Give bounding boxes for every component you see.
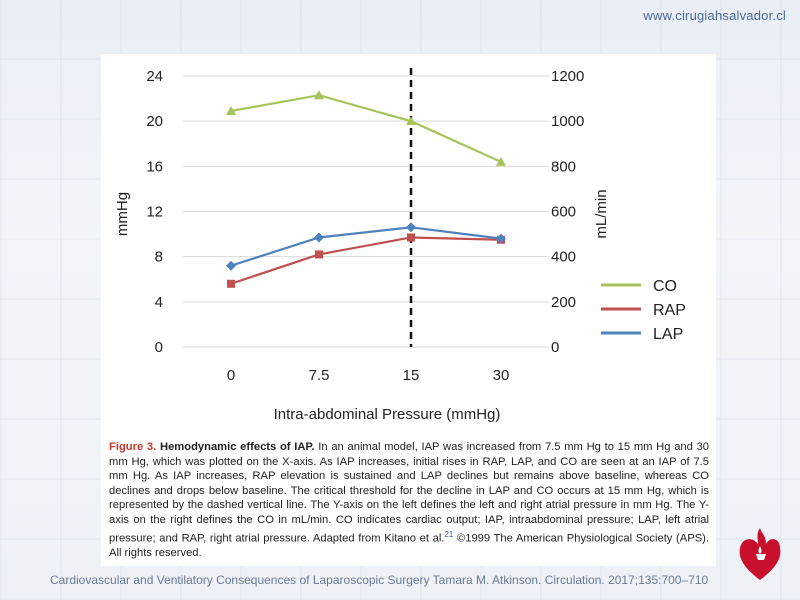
y-left-tick-label: 16: [146, 158, 163, 175]
legend-label-lap: LAP: [653, 326, 683, 343]
data-point-rap: [407, 233, 415, 242]
y-right-tick-label: 600: [551, 204, 576, 221]
figure-panel: 0 4 8 12 16 20 24 0 200 400 600 800 1000 1200 0 7.5 15 30…: [101, 54, 716, 566]
data-point-co: [226, 106, 236, 116]
data-point-co: [406, 116, 416, 126]
x-tick-label: 30: [493, 367, 510, 384]
y-left-tick-label: 8: [155, 249, 163, 266]
data-point-rap: [315, 250, 323, 259]
data-point-co: [314, 90, 324, 100]
figure-caption: Figure 3. Hemodynamic effects of IAP. In…: [109, 440, 709, 560]
figure-label: Figure 3.: [109, 441, 157, 453]
y-right-tick-label: 200: [551, 294, 576, 311]
y-left-tick-label: 12: [146, 204, 163, 221]
data-point-lap: [406, 222, 416, 233]
x-tick-label: 0: [227, 367, 235, 384]
y-right-tick-label: 1000: [551, 113, 584, 130]
y-right-tick-label: 1200: [551, 68, 584, 85]
data-point-rap: [227, 279, 235, 288]
x-tick-label: 7.5: [309, 367, 330, 384]
data-point-lap: [226, 260, 236, 271]
chart: 0 4 8 12 16 20 24 0 200 400 600 800 1000 1200 0 7.5 15 30…: [114, 68, 686, 423]
y-left-tick-label: 4: [155, 294, 163, 311]
caption-copyright: ©1999 The American Physiological Society…: [109, 532, 709, 559]
figure-title: Hemodynamic effects of IAP.: [159, 441, 315, 453]
y-right-tick-label: 400: [551, 249, 576, 266]
y-right-tick-label: 0: [551, 339, 559, 356]
legend-label-co: CO: [653, 278, 677, 295]
y-right-axis-label: mL/min: [593, 189, 610, 238]
caption-text: In an animal model, IAP was increased fr…: [109, 441, 710, 545]
x-axis-label: Intra-abdominal Pressure (mmHg): [274, 406, 501, 423]
caption-ref: 21: [444, 529, 454, 539]
series-line-co: [230, 94, 502, 163]
site-url: www.cirugiahsalvador.cl: [643, 8, 786, 23]
series-line-rap: [230, 236, 502, 285]
y-right-tick-label: 800: [551, 158, 576, 175]
heart-torch-icon: [739, 528, 781, 580]
data-point-lap: [314, 232, 324, 243]
y-left-tick-label: 20: [146, 113, 163, 130]
legend-label-rap: RAP: [653, 302, 686, 319]
series-line-lap: [230, 226, 502, 267]
x-tick-label: 15: [403, 367, 420, 384]
y-left-tick-label: 24: [146, 68, 163, 85]
data-point-lap: [496, 233, 506, 244]
footer-citation: Cardiovascular and Ventilatory Consequen…: [50, 573, 709, 587]
y-left-axis-label: mmHg: [114, 192, 131, 236]
data-point-co: [496, 156, 506, 166]
y-left-tick-label: 0: [155, 339, 163, 356]
